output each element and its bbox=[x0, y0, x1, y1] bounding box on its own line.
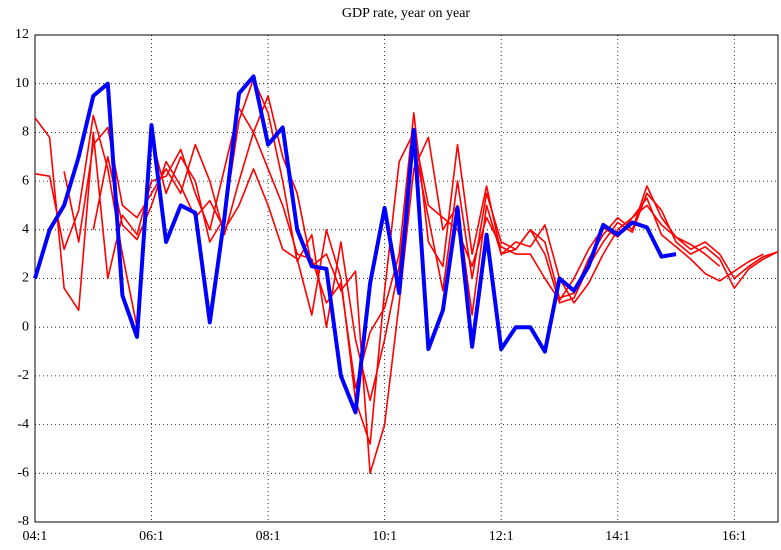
y-tick-label: 4 bbox=[22, 222, 29, 237]
y-tick-label: -8 bbox=[17, 514, 29, 529]
y-tick-label: -2 bbox=[17, 368, 29, 383]
y-tick-label: 0 bbox=[22, 319, 29, 334]
y-tick-label: 12 bbox=[15, 27, 29, 42]
series-line bbox=[34, 107, 779, 389]
y-tick-label: -6 bbox=[17, 466, 29, 481]
x-tick-label: 10:1 bbox=[372, 529, 397, 544]
x-tick-label: 04:1 bbox=[23, 529, 48, 544]
y-tick-label: 6 bbox=[22, 173, 29, 188]
series-line bbox=[92, 131, 764, 445]
x-tick-label: 12:1 bbox=[489, 529, 514, 544]
y-tick-label: 2 bbox=[22, 271, 29, 286]
x-tick-label: 14:1 bbox=[605, 529, 630, 544]
plot-frame bbox=[34, 34, 779, 523]
series-line bbox=[63, 95, 721, 475]
x-tick-label: 16:1 bbox=[722, 529, 747, 544]
series-line bbox=[33, 74, 677, 415]
y-tick-label: -4 bbox=[17, 417, 29, 432]
y-tick-label: 10 bbox=[15, 76, 29, 91]
x-tick-label: 08:1 bbox=[256, 529, 281, 544]
x-tick-label: 06:1 bbox=[139, 529, 164, 544]
y-tick-label: 8 bbox=[22, 125, 29, 140]
chart-title: GDP rate, year on year bbox=[342, 6, 470, 21]
